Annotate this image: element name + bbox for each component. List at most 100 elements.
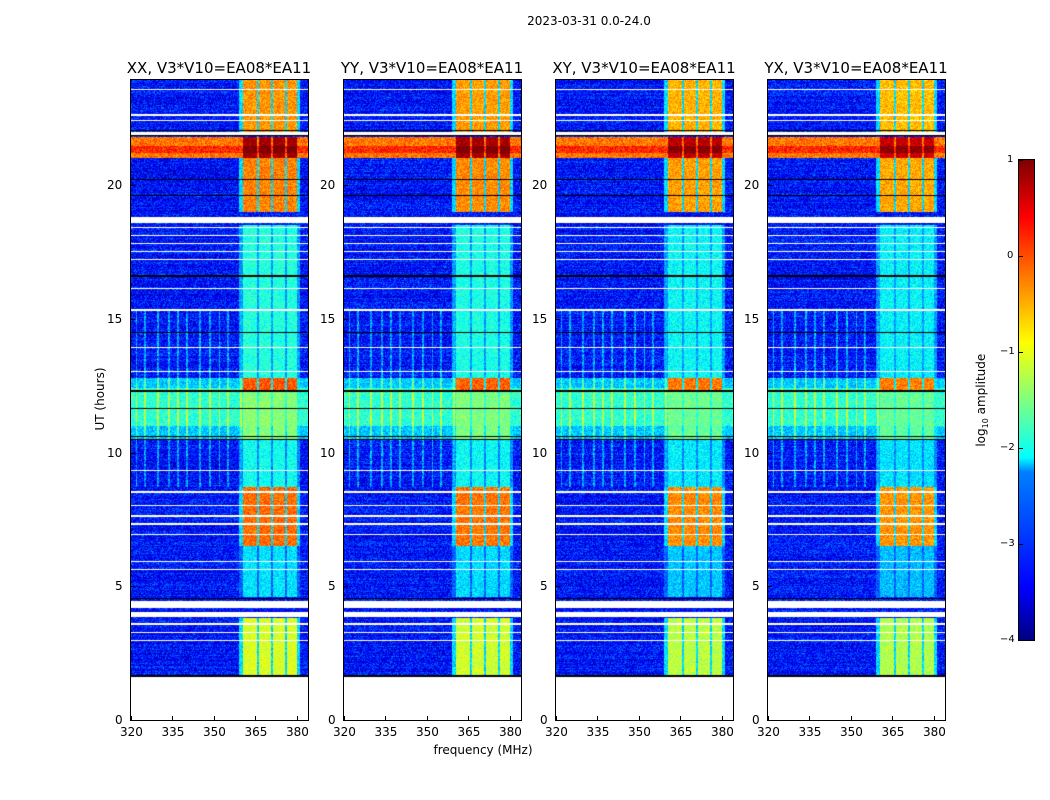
- colorbar-tick-label: −2: [1000, 442, 1015, 453]
- x-tick-label: 380: [285, 725, 309, 739]
- colorbar-tick: [1019, 448, 1023, 449]
- y-tick: [344, 720, 348, 721]
- y-tick-label: 15: [532, 311, 548, 326]
- figure-title: 2023-03-31 0.0-24.0: [527, 14, 651, 28]
- x-tick-label: 320: [545, 725, 568, 739]
- colorbar-label: log10 amplitude: [973, 353, 991, 447]
- y-tick-label: 15: [744, 311, 760, 326]
- y-tick-label: 5: [328, 579, 336, 594]
- y-tick-label: 5: [115, 579, 123, 594]
- y-tick: [344, 452, 348, 454]
- y-tick-label: 10: [107, 445, 123, 460]
- y-tick: [131, 452, 135, 454]
- colorbar-tick-label: 0: [1007, 250, 1014, 261]
- y-tick-label: 0: [540, 713, 548, 727]
- y-tick: [768, 185, 772, 187]
- y-tick: [131, 586, 135, 588]
- y-tick: [768, 318, 772, 320]
- x-tick: [426, 716, 428, 720]
- x-tick-label: 350: [202, 725, 226, 739]
- spectrogram-panel: [555, 79, 734, 721]
- x-tick: [468, 716, 470, 720]
- x-tick-label: 350: [415, 725, 439, 739]
- y-tick: [556, 452, 560, 454]
- colorbar-tick: [1019, 352, 1023, 353]
- y-tick: [556, 720, 560, 721]
- y-tick-label: 20: [744, 178, 760, 193]
- x-tick-label: 320: [333, 725, 356, 739]
- x-tick-label: 365: [457, 725, 481, 739]
- x-tick: [638, 716, 640, 720]
- x-tick-label: 335: [374, 725, 398, 739]
- x-tick: [680, 716, 682, 720]
- x-tick: [255, 716, 257, 720]
- spectrogram-heatmap: [556, 80, 733, 720]
- x-tick: [131, 716, 132, 720]
- y-tick: [131, 185, 135, 187]
- x-tick: [296, 716, 298, 720]
- y-tick: [131, 720, 135, 721]
- x-tick-label: 350: [839, 725, 863, 739]
- y-tick-label: 20: [320, 178, 336, 193]
- y-tick: [768, 586, 772, 588]
- y-tick-label: 0: [115, 713, 123, 727]
- x-tick-label: 365: [669, 725, 693, 739]
- y-tick-label: 15: [320, 311, 336, 326]
- x-tick: [892, 716, 894, 720]
- colorbar-tick-label: −4: [1000, 634, 1015, 645]
- colorbar-tick-label: −3: [1000, 538, 1015, 549]
- x-tick: [933, 716, 935, 720]
- x-tick: [213, 716, 215, 720]
- y-tick: [556, 586, 560, 588]
- y-tick-label: 15: [107, 311, 123, 326]
- x-tick-label: 320: [120, 725, 143, 739]
- x-tick: [509, 716, 511, 720]
- y-tick: [344, 586, 348, 588]
- spectrogram-panel: [130, 79, 309, 721]
- x-tick: [385, 716, 387, 720]
- y-tick-label: 5: [540, 579, 548, 594]
- x-tick: [556, 716, 557, 720]
- x-tick: [809, 716, 811, 720]
- x-tick-label: 365: [881, 725, 905, 739]
- y-tick-label: 20: [107, 178, 123, 193]
- y-tick: [131, 318, 135, 320]
- x-tick-label: 335: [586, 725, 610, 739]
- x-tick-label: 320: [757, 725, 780, 739]
- y-tick-label: 0: [752, 713, 760, 727]
- colorbar-tick: [1019, 256, 1023, 257]
- panel-title: YX, V3*V10=EA08*EA11: [764, 59, 948, 77]
- y-tick: [344, 318, 348, 320]
- colorbar-tick-label: 1: [1007, 154, 1014, 165]
- x-tick-label: 380: [710, 725, 734, 739]
- x-tick: [850, 716, 852, 720]
- x-tick: [768, 716, 769, 720]
- panel-title: YY, V3*V10=EA08*EA11: [340, 59, 524, 77]
- x-tick-label: 365: [244, 725, 268, 739]
- spectrogram-heatmap: [131, 80, 308, 720]
- colorbar-tick: [1019, 640, 1023, 641]
- spectrogram-heatmap: [768, 80, 945, 720]
- y-tick: [344, 185, 348, 187]
- y-tick: [768, 452, 772, 454]
- y-tick-label: 10: [532, 445, 548, 460]
- y-axis-label: UT (hours): [93, 367, 107, 431]
- y-tick: [768, 720, 772, 721]
- x-tick: [172, 716, 174, 720]
- y-tick-label: 20: [532, 178, 548, 193]
- spectrogram-heatmap: [344, 80, 521, 720]
- colorbar-tick-label: −1: [1000, 346, 1015, 357]
- y-tick-label: 10: [320, 445, 336, 460]
- x-tick: [344, 716, 345, 720]
- x-tick: [721, 716, 723, 720]
- y-tick-label: 0: [328, 713, 336, 727]
- colorbar-tick: [1019, 544, 1023, 545]
- x-tick-label: 335: [161, 725, 185, 739]
- panel-title: XY, V3*V10=EA08*EA11: [552, 59, 736, 77]
- colorbar: [1018, 159, 1035, 641]
- x-tick-label: 380: [922, 725, 946, 739]
- x-tick-label: 380: [498, 725, 522, 739]
- colorbar-tick: [1019, 160, 1023, 161]
- x-tick-label: 350: [627, 725, 651, 739]
